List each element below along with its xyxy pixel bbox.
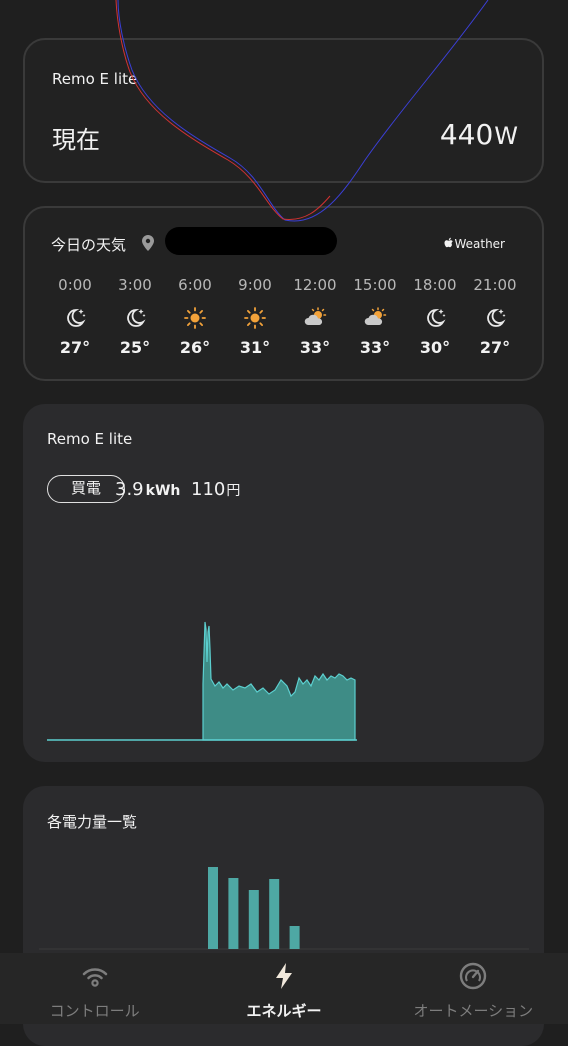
usage-area <box>202 621 356 741</box>
bottom-navigation: コントロール エネルギー オートメーション <box>0 953 568 1024</box>
forecast-slot: 9:00 31° <box>225 276 285 357</box>
energy-list-chart <box>39 867 529 950</box>
tab-control[interactable]: コントロール <box>0 953 189 1024</box>
current-power-value: 440W <box>439 118 518 151</box>
energy-bar <box>289 926 300 949</box>
sun-icon <box>244 307 266 329</box>
forecast-slot: 6:00 26° <box>165 276 225 357</box>
forecast-temp: 33° <box>299 338 331 357</box>
forecast-time: 21:00 <box>473 276 517 294</box>
forecast-temp: 25° <box>119 338 151 357</box>
forecast-temp: 27° <box>59 338 91 357</box>
weather-attribution: Weather <box>444 237 505 251</box>
tab-automation[interactable]: オートメーション <box>379 953 568 1024</box>
current-label: 現在 <box>52 126 100 154</box>
energy-total: 3.9 kWh <box>115 479 181 500</box>
moon-stars-icon <box>127 309 146 327</box>
location-pin-icon <box>142 235 154 251</box>
gauge-icon <box>460 962 487 990</box>
forecast-time: 0:00 <box>58 276 92 294</box>
tab-automation-label: オートメーション <box>413 1002 534 1020</box>
moon-stars-icon <box>427 309 446 327</box>
sun-icon <box>184 307 206 329</box>
moon-stars-icon <box>487 309 506 327</box>
apple-logo-icon <box>444 237 454 248</box>
forecast-temp: 33° <box>359 338 391 357</box>
energy-bar <box>248 890 259 949</box>
forecast-temp: 30° <box>419 338 451 357</box>
forecast-time: 6:00 <box>178 276 212 294</box>
forecast-slot: 15:00 33° <box>345 276 405 357</box>
redacted-location <box>165 227 337 255</box>
energy-usage-card[interactable]: Remo E lite 買電 3.9 kWh 110円 <box>23 404 544 762</box>
forecast-temp: 27° <box>479 338 511 357</box>
energy-bar <box>228 878 239 949</box>
forecast-slot: 21:00 27° <box>465 276 525 357</box>
forecast-time: 3:00 <box>118 276 152 294</box>
bolt-icon <box>275 963 292 989</box>
tab-energy[interactable]: エネルギー <box>189 953 378 1024</box>
moon-stars-icon <box>67 309 86 327</box>
power-usage-chart <box>47 621 357 741</box>
sun-cloud-icon <box>364 307 387 325</box>
energy-bar <box>208 867 218 949</box>
energy-cost: 110円 <box>191 479 241 500</box>
hourly-forecast: 0:00 27° 3:00 25° 6:00 26° 9:00 31° 12:00 33° 15:0… <box>45 276 525 357</box>
forecast-time: 18:00 <box>413 276 457 294</box>
purchase-badge: 買電 <box>47 475 125 503</box>
energy-bar <box>269 879 280 949</box>
tab-control-label: コントロール <box>49 1002 140 1020</box>
forecast-time: 9:00 <box>238 276 272 294</box>
forecast-temp: 31° <box>239 338 271 357</box>
tab-energy-label: エネルギー <box>246 1002 322 1020</box>
weather-card[interactable]: 今日の天気 Weather 0:00 27° 3:00 25° 6:00 26° 9:00 3… <box>23 206 544 381</box>
forecast-slot: 3:00 25° <box>105 276 165 357</box>
forecast-slot: 12:00 33° <box>285 276 345 357</box>
forecast-slot: 18:00 30° <box>405 276 465 357</box>
forecast-time: 15:00 <box>353 276 397 294</box>
forecast-time: 12:00 <box>293 276 337 294</box>
forecast-temp: 26° <box>179 338 211 357</box>
power-device-name: Remo E lite <box>52 70 138 88</box>
energy-list-title: 各電力量一覧 <box>47 813 138 831</box>
weather-title: 今日の天気 <box>51 236 127 254</box>
sun-cloud-icon <box>304 307 327 325</box>
usage-device-name: Remo E lite <box>47 430 133 448</box>
current-power-card[interactable]: Remo E lite 現在 440W <box>23 38 544 183</box>
wifi-icon <box>82 968 107 987</box>
forecast-slot: 0:00 27° <box>45 276 105 357</box>
